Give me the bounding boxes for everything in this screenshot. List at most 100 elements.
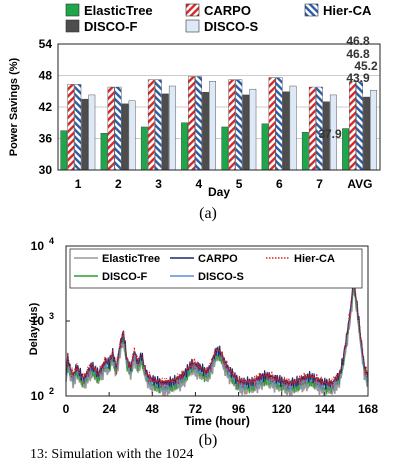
bar-legend-swatch	[304, 3, 319, 17]
bar-disco-s	[209, 81, 216, 171]
panel-label-a: (a)	[199, 205, 217, 222]
bar-carpo	[188, 76, 195, 171]
line-series-disco-s	[65, 283, 369, 392]
bar-elastictree	[221, 126, 229, 171]
bar-elastictree	[60, 130, 68, 171]
line-x-tick-label: 120	[272, 402, 292, 416]
figure-caption-fragment: 13: Simulation with the 1024	[30, 447, 193, 458]
bar-carpo	[308, 86, 316, 171]
line-series-disco-f	[65, 281, 369, 395]
bar-annotation: 46.8	[346, 34, 370, 48]
bar-legend-label: ElasticTree	[84, 3, 153, 18]
line-x-tick-label: 72	[189, 402, 203, 416]
line-series-hier-ca	[65, 275, 369, 390]
bar-disco-s	[128, 100, 136, 171]
line-x-tick-labels: 0 24 48 72 96 120 144 168	[63, 392, 378, 416]
bar-disco-f	[282, 91, 290, 171]
bar-y-tick-label: 48	[39, 69, 53, 83]
line-y-tick-label: 10	[31, 314, 45, 328]
bar-series	[60, 76, 377, 171]
bar-carpo	[349, 81, 356, 171]
bar-hier-ca	[74, 84, 82, 171]
bar-hier-ca	[356, 81, 363, 171]
line-y-tick-exponent: 2	[49, 386, 54, 396]
bar-disco-f	[202, 92, 209, 171]
bar-elastictree	[301, 131, 309, 171]
line-y-tick-label: 10	[31, 389, 45, 403]
bar-carpo	[268, 77, 276, 171]
line-y-axis-label: Delay (us)	[28, 302, 40, 355]
bar-y-tick-label: 30	[39, 163, 53, 177]
bar-y-axis-label: Power Savings (%)	[8, 57, 20, 156]
line-legend-label: CARPO	[198, 253, 238, 265]
line-series-elastictree	[65, 288, 369, 396]
bar-legend: ElasticTree CARPO Hier-CA DISCO-F DISCO-S	[65, 3, 372, 34]
bar-hier-ca	[275, 77, 283, 171]
bar-x-tick-label: 5	[236, 177, 243, 191]
line-legend-label: Hier-CA	[294, 253, 335, 265]
bar-y-tick-label: 54	[39, 37, 53, 51]
bar-annotation: 45.2	[354, 59, 378, 73]
line-series	[65, 275, 369, 396]
bar-hier-ca	[195, 76, 202, 171]
bar-hier-ca	[114, 86, 122, 171]
bar-y-tick-labels: 30 36 42 48 54	[39, 37, 53, 177]
bar-x-axis-label: Day	[208, 185, 230, 199]
bar-x-tick-label: 3	[155, 177, 162, 191]
bar-annotation: 43.9	[346, 71, 370, 85]
bar-disco-s	[370, 89, 377, 171]
bar-elastictree	[100, 133, 108, 171]
bar-x-tick-label: 4	[196, 177, 203, 191]
bar-elastictree	[261, 123, 269, 171]
bar-plot-frame	[57, 43, 381, 171]
line-series-carpo	[65, 281, 369, 390]
line-x-axis-label: Time (hour)	[184, 414, 250, 428]
line-legend: ElasticTree CARPO Hier-CA DISCO-F DISCO-S	[69, 248, 363, 289]
bar-elastictree	[181, 122, 188, 171]
bar-disco-s	[289, 85, 297, 171]
line-x-tick-label: 144	[315, 402, 335, 416]
bar-x-tick-label: 7	[316, 177, 323, 191]
bar-x-tick-label: 6	[276, 177, 283, 191]
bar-elastictree	[342, 128, 349, 171]
bar-chart: ElasticTree CARPO Hier-CA DISCO-F DISCO-S 30…	[8, 3, 381, 222]
bar-hier-ca	[154, 79, 162, 171]
line-legend-box	[69, 248, 363, 289]
bar-disco-s	[168, 85, 176, 171]
line-x-tick-label: 48	[146, 402, 160, 416]
bar-y-tick-label: 42	[39, 100, 53, 114]
bar-hier-ca	[235, 79, 243, 171]
bar-elastictree	[140, 126, 148, 171]
bar-y-tick-label: 36	[39, 132, 53, 146]
bar-carpo	[67, 84, 75, 171]
line-legend-label: DISCO-F	[102, 271, 148, 283]
bar-disco-f	[81, 98, 89, 171]
bar-legend-label: CARPO	[204, 3, 251, 18]
bar-legend-swatch	[185, 3, 200, 17]
bar-disco-f	[121, 103, 129, 171]
line-x-tick-label: 168	[358, 402, 378, 416]
line-legend-label: DISCO-S	[198, 271, 244, 283]
bar-x-tick-labels: 1 2 3 4 5 6 7 AVG	[75, 177, 373, 191]
bar-annotations: 46.846.845.243.937.9	[318, 34, 378, 141]
line-y-tick-label: 10	[31, 239, 45, 253]
line-legend-label: ElasticTree	[102, 253, 160, 265]
bar-disco-f	[161, 93, 169, 171]
bar-legend-label: Hier-CA	[323, 3, 372, 18]
bar-legend-swatch	[65, 19, 80, 33]
line-y-tick-exponent: 3	[49, 311, 54, 321]
line-x-tick-label: 0	[63, 402, 70, 416]
bar-disco-f	[242, 94, 250, 171]
bar-legend-swatch	[65, 3, 80, 17]
line-y-tick-labels: 10 2 10 3 10 4	[31, 236, 70, 403]
bar-carpo	[228, 79, 236, 171]
bar-carpo	[107, 86, 115, 171]
line-x-tick-label: 24	[102, 402, 116, 416]
bar-annotation: 37.9	[318, 127, 342, 141]
bar-carpo	[147, 79, 155, 171]
bar-disco-s	[88, 94, 96, 171]
bar-legend-label: DISCO-S	[204, 19, 259, 34]
bar-x-tick-label: AVG	[347, 177, 372, 191]
line-x-tick-label: 96	[232, 402, 246, 416]
